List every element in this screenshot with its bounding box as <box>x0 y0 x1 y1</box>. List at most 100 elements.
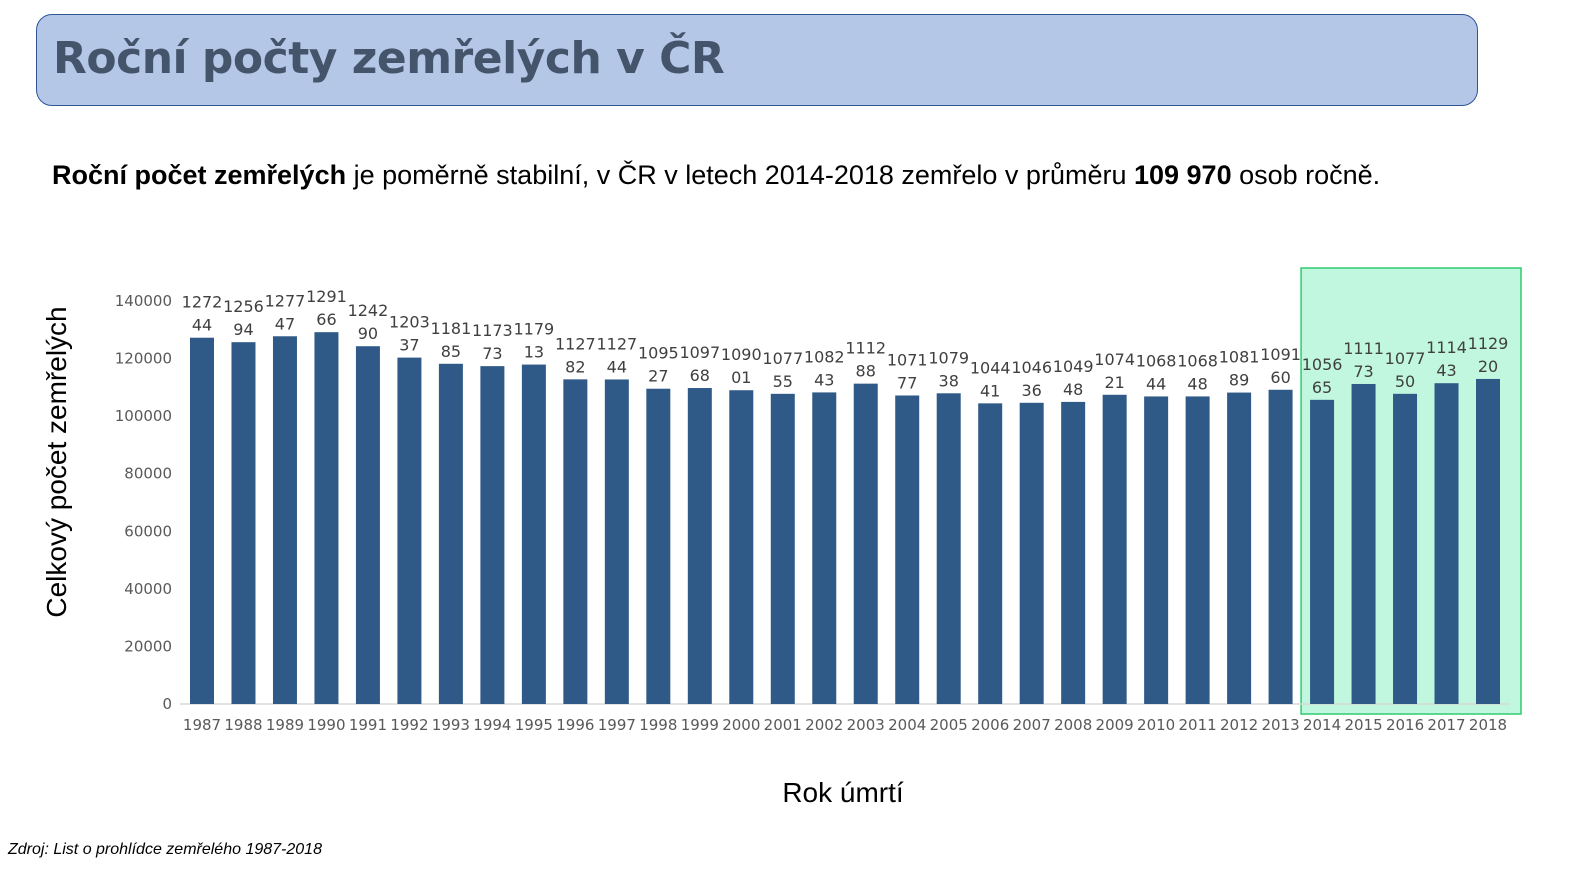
bar-1988 <box>231 342 256 704</box>
x-tick-label: 2005 <box>930 716 968 734</box>
x-tick-label: 1995 <box>515 716 553 734</box>
data-label-line1: 1056 <box>1302 355 1343 374</box>
data-label-line1: 1071 <box>887 350 928 369</box>
bar-2016 <box>1393 393 1418 704</box>
x-tick-label: 1998 <box>639 716 677 734</box>
data-label-line2: 85 <box>441 342 461 361</box>
data-label-line2: 50 <box>1395 372 1415 391</box>
data-label-1987: 1272 44 <box>182 293 223 335</box>
data-label-line1: 1179 <box>514 320 555 339</box>
bar-1990 <box>314 332 339 704</box>
y-tick-label: 140000 <box>115 292 172 310</box>
data-label-line1: 1242 <box>348 301 389 320</box>
bar-2007 <box>1019 402 1044 704</box>
data-label-line2: 55 <box>773 372 793 391</box>
x-tick-label: 2015 <box>1344 716 1382 734</box>
data-label-1989: 1277 47 <box>265 291 306 333</box>
bar-1998 <box>646 388 671 704</box>
data-label-line1: 1091 <box>1260 345 1301 364</box>
data-label-line1: 1291 <box>306 287 347 306</box>
bar-1993 <box>438 363 463 704</box>
data-label-line1: 1181 <box>431 319 472 338</box>
x-tick-label: 2016 <box>1386 716 1424 734</box>
data-label-line1: 1082 <box>804 347 845 366</box>
x-tick-label: 1994 <box>473 716 511 734</box>
data-label-line2: 88 <box>856 362 876 381</box>
x-tick-label: 2006 <box>971 716 1009 734</box>
data-label-line2: 73 <box>1353 362 1373 381</box>
bar-2000 <box>729 390 754 704</box>
data-label-line2: 20 <box>1478 357 1498 376</box>
y-tick-label: 120000 <box>115 350 172 368</box>
data-label-1990: 1291 66 <box>306 287 347 329</box>
data-label-2015: 1111 73 <box>1343 339 1384 381</box>
x-axis-label: Rok úmrtí <box>782 777 904 808</box>
data-label-line2: 37 <box>399 336 419 355</box>
data-label-line2: 94 <box>233 320 253 339</box>
data-label-line1: 1127 <box>555 334 596 353</box>
data-label-2016: 1077 50 <box>1385 349 1426 391</box>
bar-2017 <box>1434 383 1459 704</box>
data-label-line2: 43 <box>1436 361 1456 380</box>
bar-1996 <box>563 379 588 704</box>
data-label-line2: 90 <box>358 324 378 343</box>
data-label-2008: 1049 48 <box>1053 357 1094 399</box>
x-tick-label: 2012 <box>1220 716 1258 734</box>
bar-2010 <box>1144 396 1169 704</box>
data-label-line2: 60 <box>1270 368 1290 387</box>
data-label-line1: 1068 <box>1136 351 1177 370</box>
x-tick-label: 2000 <box>722 716 760 734</box>
bar-2018 <box>1476 378 1500 704</box>
data-label-line1: 1173 <box>472 321 513 340</box>
title-banner: Roční počty zemřelých v ČR <box>36 14 1478 106</box>
x-tick-label: 2001 <box>764 716 802 734</box>
data-label-2000: 1090 01 <box>721 345 762 387</box>
data-label-2018: 1129 20 <box>1468 334 1509 376</box>
data-label-2002: 1082 43 <box>804 347 845 389</box>
data-label-line1: 1074 <box>1094 350 1135 369</box>
bar-2009 <box>1102 394 1127 704</box>
bar-2004 <box>895 395 920 704</box>
data-label-line2: 82 <box>565 357 585 376</box>
y-tick-label: 100000 <box>115 407 172 425</box>
data-label-line1: 1079 <box>928 348 969 367</box>
summary-bold-1: Roční počet zemřelých <box>52 160 347 190</box>
data-label-1991: 1242 90 <box>348 301 389 343</box>
bar-1989 <box>272 336 297 704</box>
data-label-1994: 1173 73 <box>472 321 513 363</box>
x-tick-label: 1992 <box>390 716 428 734</box>
x-tick-label: 2004 <box>888 716 926 734</box>
data-label-line1: 1256 <box>223 297 264 316</box>
bar-1987 <box>190 337 214 704</box>
bar-2014 <box>1310 399 1335 704</box>
bar-2006 <box>978 403 1003 704</box>
data-label-line2: 77 <box>897 373 917 392</box>
data-label-line1: 1068 <box>1177 351 1218 370</box>
x-tick-label: 1991 <box>349 716 387 734</box>
data-label-line2: 38 <box>939 371 959 390</box>
x-tick-label: 2014 <box>1303 716 1341 734</box>
data-label-2014: 1056 65 <box>1302 355 1343 397</box>
bar-2003 <box>853 383 878 704</box>
bar-1995 <box>521 364 546 704</box>
data-label-line1: 1049 <box>1053 357 1094 376</box>
data-label-2004: 1071 77 <box>887 350 928 392</box>
y-tick-label: 0 <box>162 695 172 713</box>
data-label-line2: 43 <box>814 370 834 389</box>
data-label-2003: 1112 88 <box>845 339 886 381</box>
summary-text-2: osob ročně. <box>1231 160 1381 190</box>
bar-1991 <box>355 346 380 704</box>
data-label-1998: 1095 27 <box>638 344 679 386</box>
data-label-line1: 1203 <box>389 313 430 332</box>
data-label-2001: 1077 55 <box>762 349 803 391</box>
y-tick-label: 40000 <box>124 580 172 598</box>
data-label-line2: 01 <box>731 368 751 387</box>
data-label-1997: 1127 44 <box>596 334 637 376</box>
data-label-1999: 1097 68 <box>679 343 720 385</box>
x-tick-label: 1988 <box>224 716 262 734</box>
bar-2015 <box>1351 383 1376 704</box>
x-tick-label: 2007 <box>1013 716 1051 734</box>
data-label-line1: 1112 <box>845 339 886 358</box>
data-label-line2: 73 <box>482 344 502 363</box>
